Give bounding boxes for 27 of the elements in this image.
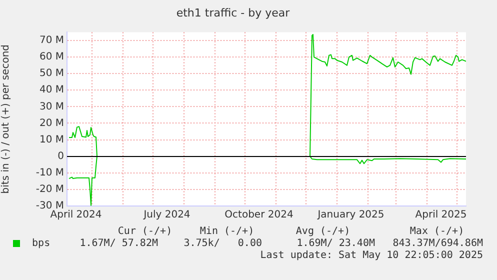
text: 1.67M/ 57.82M [80,238,158,250]
y-axis-title: bits in (-) / out (+) per second [0,44,12,194]
y-tick-label: 40 M [39,84,64,96]
y-tick-label: 0 [58,150,64,162]
y-tick-label: 10 M [39,134,64,146]
chart-title: eth1 traffic - by year [176,6,290,20]
y-tick-label: 70 M [39,35,64,46]
legend-label: bps [31,238,50,249]
text: 3.75k/ 0.00 [184,238,262,250]
y-tick-label: 30 M [39,101,64,112]
x-tick-label: April 2025 [415,210,467,221]
y-tick-label: -20 M [36,184,64,196]
text: Cur (-/+) [118,226,172,238]
text: Last update: Sat May 10 22:05:00 2025 [260,250,483,262]
x-tick-label: October 2024 [224,210,294,221]
y-tick-label: 20 M [39,118,64,129]
text: Min (-/+) [200,226,254,238]
y-tick-label: -10 M [36,167,64,178]
x-tick-label: January 2025 [316,210,384,221]
y-tick-label: 50 M [39,68,64,80]
text: 843.37M/694.86M [392,238,483,250]
x-tick-label: July 2024 [142,210,190,221]
text: Max (-/+) [410,226,464,238]
text: Avg (-/+) [296,226,350,238]
y-tick-label: 60 M [39,52,64,63]
text: 1.69M/ 23.40M [296,238,375,250]
x-tick-label: April 2024 [50,210,102,221]
